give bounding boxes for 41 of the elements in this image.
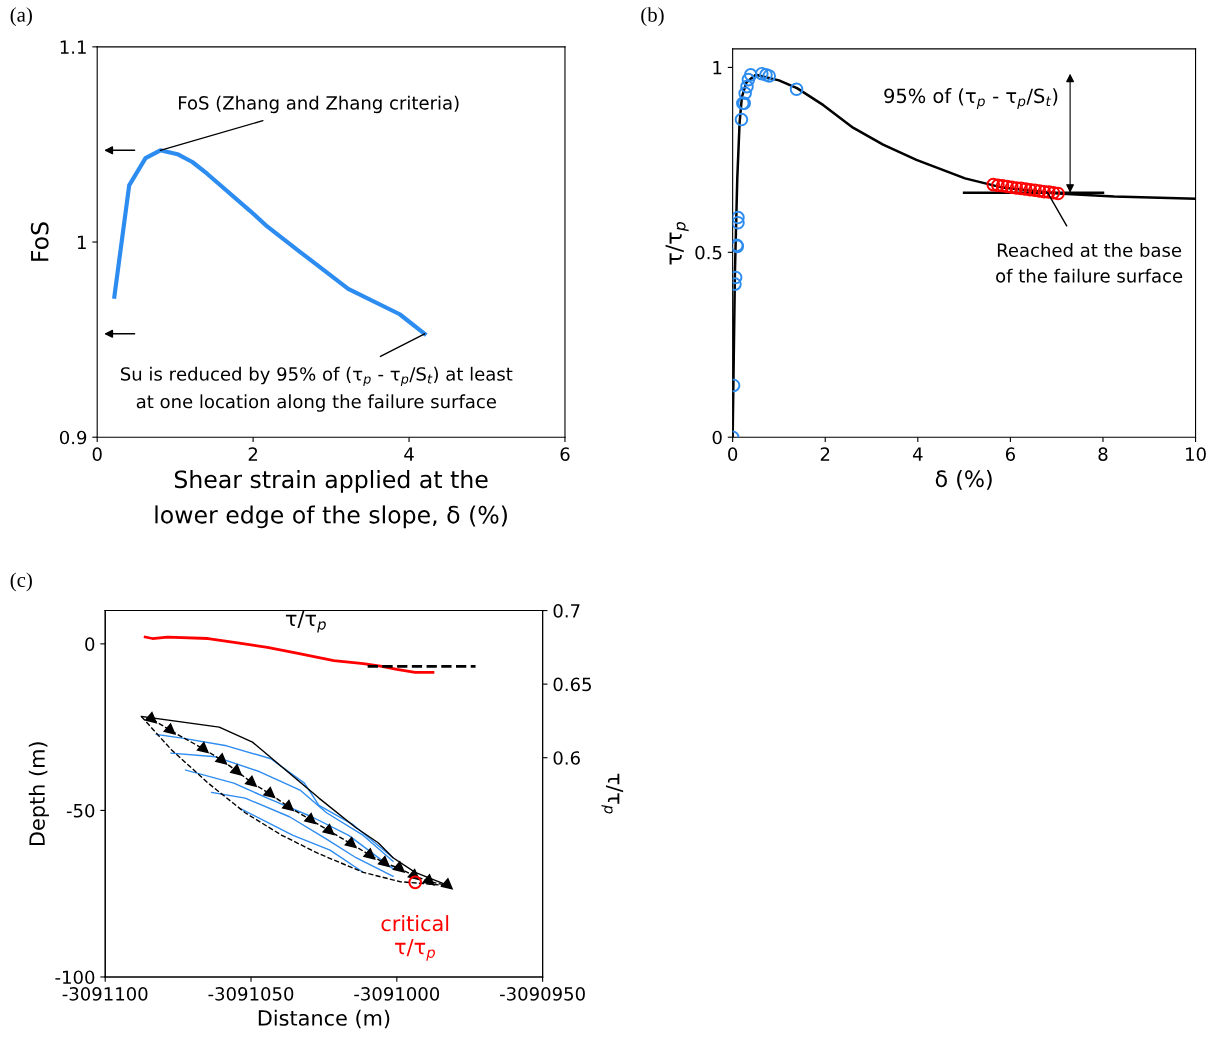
x-tick-label: 8	[1098, 447, 1108, 461]
y-tick-label: -100	[55, 970, 95, 985]
y-axis-title: τ/τ$_{p}$	[665, 222, 689, 265]
x-axis-title: δ (%)	[935, 470, 992, 490]
y2-tick-label: 0.65	[553, 677, 591, 692]
y2-axis-title: τ/τ$_{p}$	[601, 773, 624, 814]
chart-title: (b)	[641, 7, 664, 27]
y-tick-label: 1	[77, 235, 86, 249]
x-tick-label: -3091000	[354, 987, 440, 1001]
y-tick-label: 1.1	[60, 40, 86, 54]
x-tick-label: -3090950	[500, 987, 585, 1001]
x-tick-label: -3091050	[208, 987, 294, 1001]
x-tick-label: 10	[1186, 447, 1206, 461]
x-tick-label: 6	[1005, 447, 1015, 461]
x-tick-label: 2	[820, 447, 830, 461]
y-tick-label: 0	[712, 430, 722, 445]
x-axis-title: Shear strain applied at the lower edge of the slope, δ (%)	[155, 469, 507, 529]
x-tick-label: -3091100	[62, 987, 148, 1001]
chart-title: (a)	[10, 7, 32, 27]
series-label: critical τ/τ$_{p}$	[381, 915, 449, 961]
y-tick-label: 0.5	[695, 245, 722, 260]
x-tick-label: 4	[912, 447, 923, 461]
y-axis-title: Depth (m)	[28, 742, 49, 846]
x-axis-title: Distance (m)	[258, 1009, 390, 1029]
y-tick-label: 0.9	[59, 430, 87, 445]
x-tick-label: 6	[560, 447, 570, 461]
y-axis-title: FoS	[30, 222, 49, 261]
chart-title: (c)	[10, 572, 32, 592]
y-tick-label: 1	[713, 61, 722, 75]
y2-tick-label: 0.6	[553, 751, 580, 765]
annotation: Reached at the base of the failure surface	[996, 243, 1183, 283]
x-tick-label: 4	[404, 447, 414, 461]
y2-tick-label: 0.7	[553, 604, 580, 618]
y-tick-label: 0	[85, 637, 95, 651]
x-tick-label: 2	[248, 447, 258, 461]
annotation: FoS (Zhang and Zhang criteria)	[179, 95, 459, 114]
annotation: Su is reduced by 95% of (τ$_{p}$ - τ$_{p}$/S$_{t}$) at least at one location along the failure surface	[120, 366, 513, 412]
y-tick-label: -50	[66, 803, 95, 818]
x-tick-label: 0	[728, 447, 738, 461]
annotation: 95% of (τ$_{p}$ - τ$_{p}$/S$_{t}$)	[884, 88, 1058, 109]
series-label: τ/τ$_{p}$	[285, 610, 326, 633]
